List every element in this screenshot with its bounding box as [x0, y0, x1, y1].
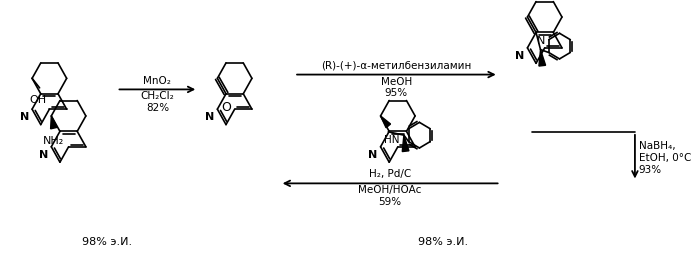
Text: 59%: 59% — [379, 196, 402, 206]
Text: NaBH₄,: NaBH₄, — [639, 140, 675, 150]
Text: H₂, Pd/C: H₂, Pd/C — [369, 169, 411, 179]
Text: MnO₂: MnO₂ — [143, 75, 171, 85]
Text: N: N — [206, 112, 215, 122]
Text: 93%: 93% — [639, 164, 662, 174]
Polygon shape — [402, 136, 409, 152]
Text: MeOH/HOAc: MeOH/HOAc — [359, 185, 421, 195]
Text: OH: OH — [29, 94, 46, 104]
Text: 98% э.И.: 98% э.И. — [418, 236, 468, 246]
Text: O: O — [221, 101, 231, 114]
Text: 98% э.И.: 98% э.И. — [82, 236, 132, 246]
Text: N: N — [20, 112, 29, 122]
Text: N: N — [368, 149, 377, 159]
Text: NH₂: NH₂ — [43, 135, 64, 146]
Text: (R)-(+)-α-метилбензиламин: (R)-(+)-α-метилбензиламин — [322, 60, 472, 70]
Text: 95%: 95% — [385, 88, 408, 98]
Polygon shape — [50, 117, 57, 129]
Text: 82%: 82% — [146, 103, 169, 113]
Text: HN: HN — [384, 134, 399, 144]
Polygon shape — [380, 117, 391, 128]
Text: N: N — [515, 51, 524, 61]
Text: N: N — [537, 36, 545, 46]
Polygon shape — [539, 51, 546, 67]
Text: EtOH, 0°C: EtOH, 0°C — [639, 152, 691, 162]
Text: CH₂Cl₂: CH₂Cl₂ — [140, 91, 174, 101]
Text: MeOH: MeOH — [381, 76, 412, 86]
Text: N: N — [39, 149, 48, 159]
